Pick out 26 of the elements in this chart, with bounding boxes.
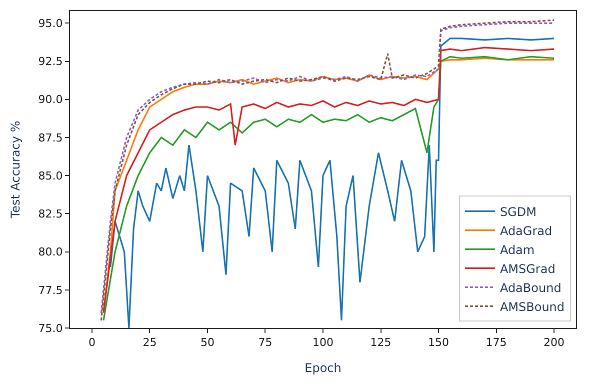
x-tick-label: 175 (486, 336, 507, 350)
y-tick-label: 92.5 (38, 55, 63, 68)
y-tick-label: 77.5 (38, 284, 63, 297)
legend-label: AMSBound (500, 300, 565, 314)
x-tick-label: 150 (428, 336, 450, 350)
y-tick-label: 85.0 (38, 169, 63, 182)
legend-label: Adam (500, 242, 535, 257)
x-tick-label: 200 (544, 336, 565, 350)
x-axis-title: Epoch (304, 361, 342, 376)
y-tick-label: 95.0 (38, 17, 63, 30)
y-tick-label: 82.5 (38, 208, 63, 221)
x-tick-label: 125 (370, 336, 392, 350)
x-tick-label: 0 (88, 336, 96, 350)
legend-label: AdaBound (500, 280, 562, 295)
legend-label: AMSGrad (500, 262, 556, 276)
y-tick-label: 90.0 (38, 93, 63, 106)
x-tick-label: 75 (258, 336, 272, 350)
y-tick-label: 80.0 (38, 246, 63, 259)
legend-label: AdaGrad (500, 224, 552, 238)
y-tick-label: 75.0 (38, 322, 63, 335)
x-tick-label: 50 (200, 336, 214, 350)
legend-label: SGDM (500, 204, 536, 219)
y-tick-label: 87.5 (38, 131, 63, 144)
x-tick-label: 100 (312, 336, 334, 350)
y-axis-title: Test Accuracy % (8, 120, 23, 220)
x-tick-label: 25 (142, 336, 157, 350)
